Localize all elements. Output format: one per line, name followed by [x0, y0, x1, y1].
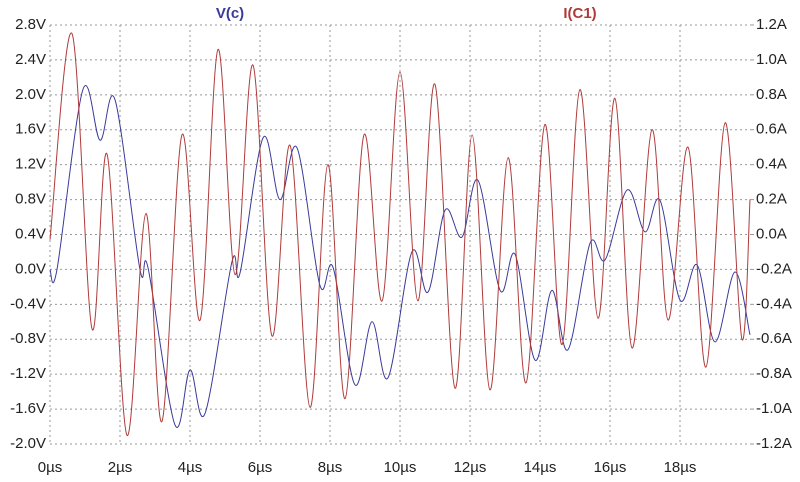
y-tick-label: 1.6V	[15, 121, 46, 138]
x-tick-label: 10µs	[384, 459, 417, 476]
y2-tick-label: -1.2A	[756, 435, 792, 452]
x-tick-label: 14µs	[524, 459, 557, 476]
y-tick-label: -1.2V	[10, 365, 46, 382]
y2-tick-label: -0.4A	[756, 295, 792, 312]
x-tick-label: 12µs	[454, 459, 487, 476]
y2-tick-label: 0.8A	[756, 86, 787, 103]
y-tick-label: 1.2V	[15, 156, 46, 173]
y2-tick-label: -0.6A	[756, 330, 792, 347]
y2-tick-label: 0.4A	[756, 156, 787, 173]
y-tick-label: -0.8V	[10, 330, 46, 347]
x-tick-label: 8µs	[318, 459, 343, 476]
y2-tick-label: -0.2A	[756, 260, 792, 277]
y2-tick-label: 0.2A	[756, 191, 787, 208]
y-tick-label: -2.0V	[10, 435, 46, 452]
y-tick-label: 2.0V	[15, 86, 46, 103]
x-tick-label: 16µs	[594, 459, 627, 476]
x-tick-label: 4µs	[178, 459, 203, 476]
legend-label: I(C1)	[563, 5, 596, 22]
y2-tick-label: -1.0A	[756, 400, 792, 417]
x-tick-label: 2µs	[108, 459, 133, 476]
y2-tick-label: 0.6A	[756, 121, 787, 138]
y-tick-label: 2.8V	[15, 16, 46, 33]
y-tick-label: 2.4V	[15, 51, 46, 68]
series-line	[49, 85, 751, 428]
y-tick-label: 0.4V	[15, 225, 46, 242]
x-tick-label: 0µs	[38, 459, 63, 476]
legend-label: V(c)	[216, 5, 244, 22]
x-tick-label: 6µs	[248, 459, 273, 476]
y-tick-label: 0.0V	[15, 260, 46, 277]
y2-tick-label: 0.0A	[756, 225, 787, 242]
y2-tick-label: 1.2A	[756, 16, 787, 33]
x-tick-label: 18µs	[664, 459, 697, 476]
series-line	[49, 32, 751, 436]
y-tick-label: 0.8V	[15, 191, 46, 208]
y2-tick-label: -0.8A	[756, 365, 792, 382]
y2-tick-label: 1.0A	[756, 51, 787, 68]
y-tick-label: -1.6V	[10, 400, 46, 417]
y-tick-label: -0.4V	[10, 295, 46, 312]
